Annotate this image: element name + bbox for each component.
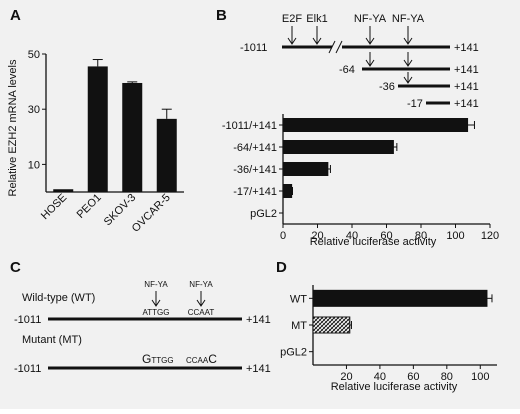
site-arrowhead <box>365 59 375 67</box>
chart-a-ylabel: Relative EZH2 mRNA levels <box>7 59 19 196</box>
mt-seq-2-rest: CCAA <box>186 356 209 365</box>
panel-label-b: B <box>216 7 227 24</box>
category-label: -64/+141 <box>233 142 277 154</box>
category-label: -17/+141 <box>233 186 277 198</box>
site-label-nfya-1: NF-YA <box>354 13 387 25</box>
construct-start-1011: -1011 <box>240 42 267 54</box>
mt-label: Mutant (MT) <box>22 334 82 346</box>
chart-a-ytick-label: 10 <box>28 159 40 171</box>
mt-end: +141 <box>246 363 271 375</box>
nfya-label-2: NF-YA <box>189 280 213 289</box>
construct-map: -1011 -64 -36 -17 +141 +141 +141 +141 E2… <box>240 13 479 110</box>
panel-label-d: D <box>276 259 287 276</box>
bar <box>312 316 351 334</box>
mt-start: -1011 <box>14 363 41 375</box>
site-label-elk1: Elk1 <box>306 13 327 25</box>
xtick-label: 40 <box>374 371 386 383</box>
mt-seq-1: GTTGG <box>142 352 174 366</box>
site-arrowhead <box>365 37 375 45</box>
construct-end: +141 <box>454 81 479 93</box>
xtick-label: 100 <box>446 230 464 242</box>
construct-start-36: -36 <box>379 81 395 93</box>
xtick-label: 60 <box>407 371 419 383</box>
construct-end: +141 <box>454 64 479 76</box>
category-label: MT <box>291 320 307 332</box>
chart-d: Relative luciferase activity 20 40 60 80 100… <box>280 285 497 393</box>
chart-a: Relative EZH2 mRNA levels 10 30 50 HOSE PEO1… <box>7 49 184 235</box>
chart-a-bar <box>122 82 143 192</box>
category-label: WT <box>290 293 307 305</box>
xtick-label: 100 <box>471 371 489 383</box>
bar <box>282 118 469 132</box>
xtick-label: 80 <box>441 371 453 383</box>
chart-a-ytick-label: 50 <box>28 49 40 61</box>
mutation-diagram: Wild-type (WT) Mutant (MT) NF-YA NF-YA A… <box>14 280 271 375</box>
site-arrowhead <box>312 37 322 45</box>
axis-break-mark <box>328 40 336 54</box>
category-label: -36/+141 <box>233 164 277 176</box>
nfya-label-1: NF-YA <box>144 280 168 289</box>
site-arrowhead <box>287 37 297 45</box>
site-label-e2f: E2F <box>282 13 302 25</box>
category-label: -1011/+141 <box>222 120 277 132</box>
bar <box>312 289 488 307</box>
category-label: pGL2 <box>280 347 307 359</box>
site-label-nfya-2: NF-YA <box>392 13 425 25</box>
chart-a-category-label: PEO1 <box>75 192 104 221</box>
bar <box>282 184 293 198</box>
construct-start-17: -17 <box>407 98 423 110</box>
wt-seq-1: ATTGG <box>143 308 170 317</box>
wt-seq-2: CCAAT <box>188 308 215 317</box>
construct-end: +141 <box>454 98 479 110</box>
construct-start-64: -64 <box>339 64 355 76</box>
mt-seq-1-rest: TTGG <box>151 356 173 365</box>
category-label: pGL2 <box>250 208 277 220</box>
chart-a-ytick-label: 30 <box>28 104 40 116</box>
panel-label-a: A <box>10 7 21 24</box>
xtick-label: 20 <box>311 230 323 242</box>
bar <box>282 162 329 176</box>
chart-a-bar <box>87 66 108 192</box>
site-arrowhead <box>403 59 413 67</box>
xtick-label: 80 <box>415 230 427 242</box>
chart-b: Relative luciferase activity 0 20 40 60 80 10… <box>222 114 499 248</box>
xtick-label: 40 <box>346 230 358 242</box>
wt-end: +141 <box>246 314 271 326</box>
wt-start: -1011 <box>14 314 41 326</box>
chart-a-category-label: HOSE <box>39 192 70 223</box>
xtick-label: 0 <box>280 230 286 242</box>
xtick-label: 120 <box>481 230 499 242</box>
panel-label-c: C <box>10 259 21 276</box>
bar <box>282 140 394 154</box>
nfya-arrowhead <box>196 299 206 307</box>
xtick-label: 60 <box>380 230 392 242</box>
construct-end: +141 <box>454 42 479 54</box>
chart-a-bar <box>53 189 74 192</box>
site-arrowhead <box>403 37 413 45</box>
axis-break-mark <box>335 40 343 54</box>
mt-seq-2: CCAAC <box>186 352 217 366</box>
mt-seq-1-mutated-base: G <box>142 352 151 366</box>
chart-a-bar <box>156 118 177 192</box>
xtick-label: 20 <box>340 371 352 383</box>
site-arrowhead <box>403 76 413 84</box>
wt-label: Wild-type (WT) <box>22 292 95 304</box>
chart-d-xlabel: Relative luciferase activity <box>331 381 458 393</box>
chart-b-xlabel: Relative luciferase activity <box>310 236 437 248</box>
mt-seq-2-mutated-base: C <box>208 352 217 366</box>
nfya-arrowhead <box>151 299 161 307</box>
